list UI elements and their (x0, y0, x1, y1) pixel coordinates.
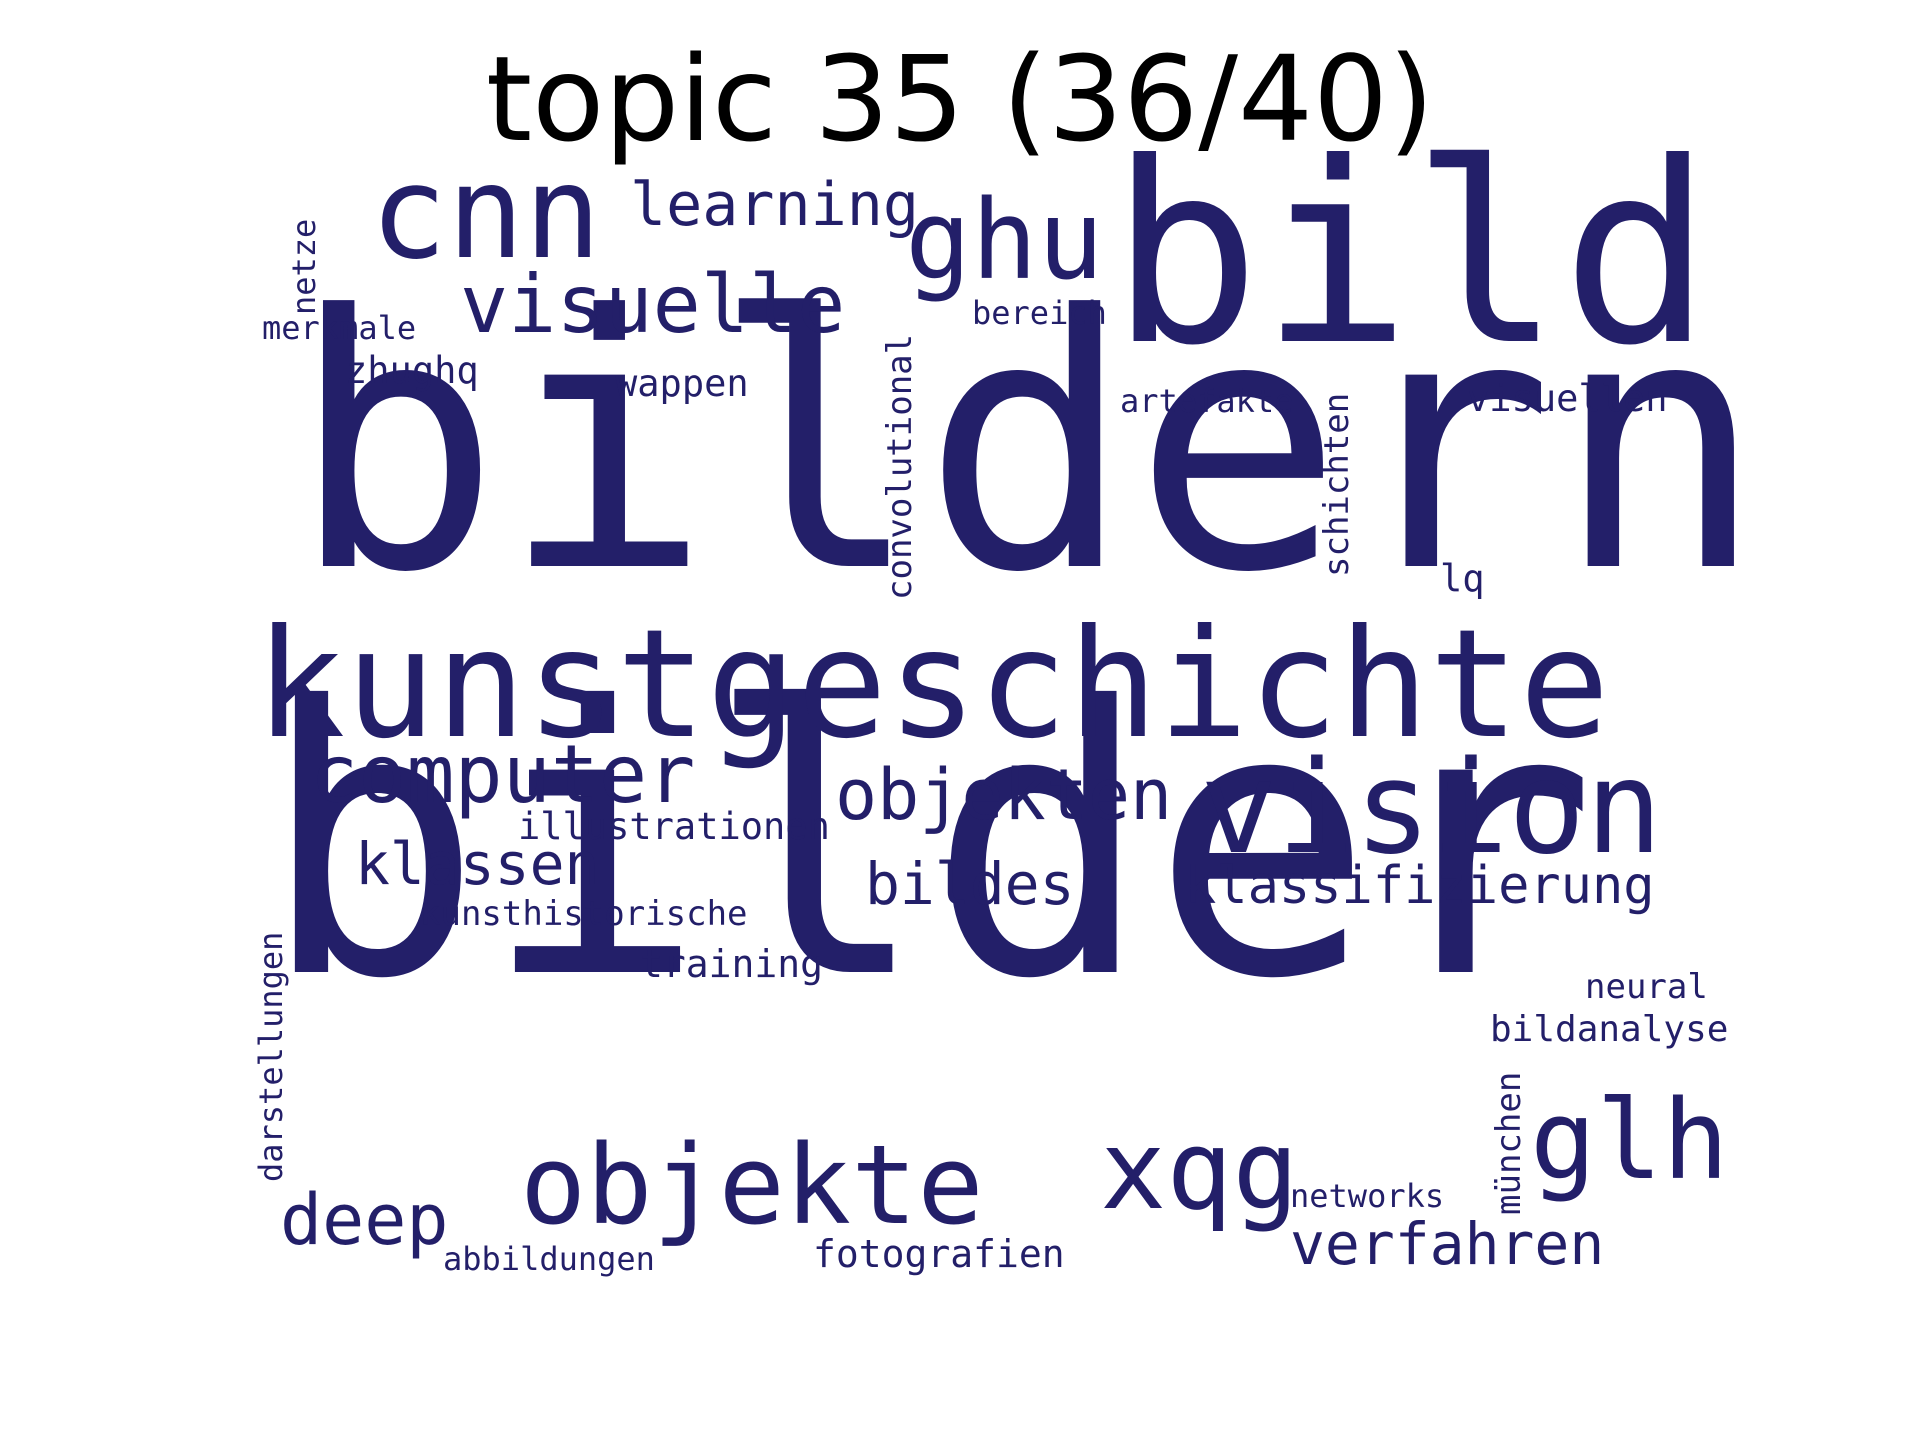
word-netze: netze (285, 218, 323, 315)
word-bild: bild (1110, 109, 1713, 400)
word-kunsthistorische: kunsthistorische (420, 894, 748, 934)
word-vision: vision (1200, 734, 1663, 883)
word-cnn: cnn (370, 139, 602, 288)
word-glh: glh (1530, 1076, 1729, 1204)
word-computer: computer (310, 728, 696, 821)
word-merkmale: merkmale (262, 309, 417, 347)
word-bilder: bilder (260, 630, 1597, 1060)
word-neural: neural (1585, 967, 1708, 1007)
word-darstellungen: darstellungen (252, 931, 290, 1182)
word-illustrationen: illustrationen (518, 805, 830, 848)
word-klassen: klassen (355, 830, 600, 898)
word-objekten: objekten (835, 754, 1173, 836)
word-wappen: wappen (615, 362, 749, 405)
word-learning: learning (630, 170, 919, 240)
word-objekte: objekte (520, 1121, 984, 1249)
word-visuelle: visuelle (460, 258, 846, 351)
word-visuellen: visuellen (1467, 377, 1668, 420)
word-lq: lq (1440, 557, 1485, 600)
word-kunstgeschichte: kunstgeschichte (255, 598, 1610, 772)
word-fotografien: fotografien (813, 1232, 1065, 1276)
word-zhughq: zhughq (345, 349, 479, 392)
word-networks: networks (1290, 1177, 1445, 1215)
word-abbildungen: abbildungen (443, 1240, 655, 1278)
word-klassifizierung: klassifizierung (1185, 856, 1655, 916)
word-bildes: bildes (865, 850, 1075, 918)
word-bereich: bereich (972, 294, 1107, 332)
word-convolutional: convolutional (880, 333, 920, 600)
word-xqg: xqg (1100, 1106, 1299, 1234)
wordcloud-title: topic 35 (36/40) (485, 30, 1435, 168)
word-ghu: ghu (905, 176, 1104, 304)
word-muenchen: münchen (1489, 1071, 1529, 1215)
word-schichten: schichten (1317, 392, 1357, 577)
word-verfahren: verfahren (1290, 1210, 1605, 1278)
word-deep: deep (280, 1179, 449, 1261)
word-bildern: bildern (290, 241, 1766, 649)
word-training: training (640, 942, 824, 986)
word-bildanalyse: bildanalyse (1490, 1009, 1729, 1050)
word-artefakte: artefakte (1120, 382, 1294, 420)
